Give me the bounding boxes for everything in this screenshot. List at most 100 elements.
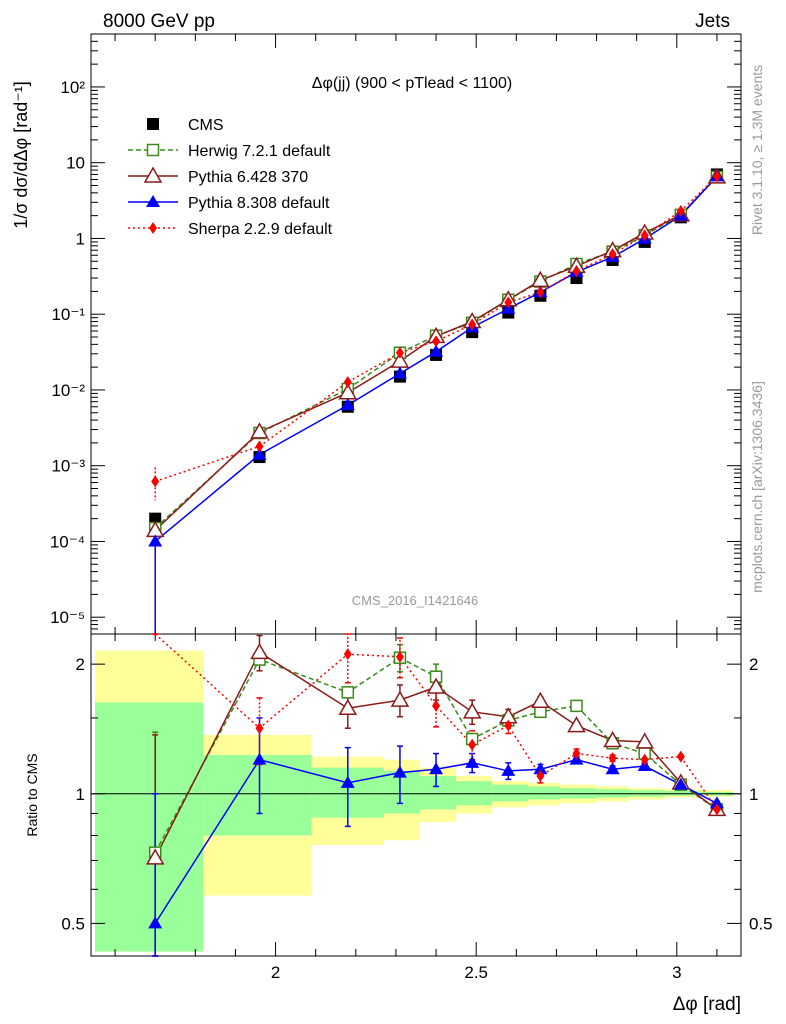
- series-markers: [145, 167, 727, 929]
- header-right-label: Jets: [695, 11, 730, 32]
- pythia6-ratio-point: [603, 730, 622, 748]
- band-inner-6: [492, 784, 529, 802]
- rivet-side-label: Rivet 3.1.10, ≥ 1.3M events: [749, 65, 765, 235]
- watermark: CMS_2016_I1421646: [352, 593, 479, 608]
- legend-entry-pythia6: Pythia 6.428 370: [128, 166, 308, 186]
- legend-entry-cms: CMS: [147, 117, 224, 134]
- chart-title: Δφ(jj) (900 < pTlead < 1100): [312, 75, 512, 92]
- pythia8-ratio-point: [340, 775, 355, 788]
- main-y-tick-label: 1: [76, 229, 85, 248]
- legend-entry-sherpa: Sherpa 2.2.9 default: [128, 221, 333, 238]
- sherpa-ratio-point: [504, 719, 513, 732]
- pythia8-ratio-point: [501, 763, 516, 776]
- pythia6-ratio-point: [567, 716, 586, 733]
- cms-point: [149, 512, 162, 525]
- sherpa-ratio-point: [608, 752, 617, 765]
- pythia8-ratio-point: [709, 796, 724, 809]
- sherpa-point: [504, 296, 513, 309]
- sherpa-ratio-point: [712, 803, 721, 816]
- main-y-tick-label: 10⁻¹: [51, 305, 85, 324]
- pythia8-point: [392, 366, 407, 379]
- main-y-tick-label: 10²: [60, 78, 85, 97]
- pythia8-ratio-point: [605, 762, 620, 775]
- main-y-tick-label: 10⁻⁴: [50, 532, 85, 551]
- sherpa-point: [255, 440, 264, 453]
- sherpa-point: [608, 248, 617, 261]
- pythia8-ratio-point: [533, 762, 548, 775]
- pythia8-ratio-point: [148, 916, 163, 929]
- axes-frames: [90, 33, 742, 957]
- band-inner-7: [528, 786, 561, 800]
- sherpa-point: [395, 346, 404, 359]
- pythia8-ratio-point: [392, 765, 407, 778]
- sherpa-point: [640, 229, 649, 242]
- sherpa-ratio-point: [468, 738, 477, 751]
- mcplots-side-label: mcplots.cern.ch [arXiv:1306.3436]: [749, 381, 765, 593]
- legend-label-pythia6: Pythia 6.428 370: [188, 169, 308, 186]
- band-inner-3: [383, 770, 421, 814]
- herwig-ratio-point: [341, 686, 355, 699]
- pythia8-point: [148, 534, 163, 547]
- sherpa-point: [432, 335, 441, 348]
- legend-entry-herwig: Herwig 7.2.1 default: [128, 143, 331, 160]
- sherpa-ratio-point: [255, 722, 264, 735]
- pythia8-ratio-point: [465, 755, 480, 768]
- legend-marker-sherpa: [149, 222, 157, 234]
- legend-label-pythia8: Pythia 8.308 default: [188, 195, 330, 212]
- pythia6-ratio-point: [145, 848, 165, 865]
- sherpa-ratio-point: [640, 753, 649, 766]
- legend-marker-herwig: [146, 143, 160, 157]
- sherpa-ratio-point: [432, 699, 441, 712]
- pythia8-point: [429, 344, 444, 357]
- x-tick-label: 2: [271, 963, 280, 982]
- sherpa-ratio-point: [343, 648, 352, 661]
- sherpa-point: [468, 318, 477, 331]
- main-y-tick-label: 10⁻⁵: [50, 608, 85, 627]
- axis-ticks: 10⁻⁵ 10⁻⁴ 10⁻³ 10⁻² 10⁻¹ 1 10 10² 2 2.5 3 0.5 0.5 1 1 2…: [50, 33, 773, 982]
- pythia8-point: [252, 447, 267, 460]
- band-inner-4: [420, 775, 457, 810]
- pythia6-ratio-point: [426, 677, 446, 694]
- legend-label-cms: CMS: [188, 117, 224, 134]
- pythia6-ratio-point: [390, 690, 410, 707]
- ratio-y-tick-label-right: 1: [749, 785, 758, 804]
- legend: CMS Herwig 7.2.1 default Pythia 6.428 370 P…: [128, 117, 333, 238]
- main-y-tick-label: 10: [66, 154, 85, 173]
- main-y-tick-label: 10⁻²: [51, 381, 85, 400]
- pythia6-ratio-point: [462, 702, 482, 719]
- legend-label-sherpa: Sherpa 2.2.9 default: [188, 221, 333, 238]
- sherpa-ratio-point: [395, 650, 404, 663]
- legend-marker-cms: [147, 118, 159, 130]
- ratio-panel-frame: [90, 633, 742, 957]
- ratio-y-axis-label: Ratio to CMS: [24, 753, 40, 836]
- legend-label-herwig: Herwig 7.2.1 default: [188, 143, 331, 160]
- sherpa-point: [343, 376, 352, 389]
- sherpa-point: [712, 170, 721, 183]
- sherpa-ratio-point: [676, 750, 685, 763]
- herwig-ratio-point: [570, 699, 583, 713]
- pythia8-ratio-point: [429, 762, 444, 775]
- pythia6-ratio-point: [338, 698, 358, 715]
- pythia8-ratio-point: [252, 752, 267, 765]
- ratio-y-tick-label-left: 2: [76, 655, 85, 674]
- ratio-y-tick-label-left: 1: [76, 785, 85, 804]
- pythia6-ratio-point: [635, 732, 654, 749]
- pythia6-ratio-point: [250, 642, 269, 660]
- sherpa-ratio-point: [536, 769, 545, 782]
- main-y-axis-label: 1/σ dσ/dΔφ [rad⁻¹]: [11, 81, 31, 228]
- legend-marker-pythia8: [146, 195, 160, 207]
- legend-entry-pythia8: Pythia 8.308 default: [128, 195, 330, 212]
- x-axis-label: Δφ [rad]: [673, 994, 741, 1015]
- sherpa-ratio-point: [572, 747, 581, 760]
- pythia6-point: [250, 422, 269, 439]
- sherpa-point: [572, 265, 581, 278]
- ratio-y-tick-label-right: 2: [749, 655, 758, 674]
- pythia8-ratio-point: [673, 777, 688, 790]
- main-y-tick-label: 10⁻³: [51, 457, 85, 476]
- x-tick-label: 2.5: [464, 963, 488, 982]
- header-left-label: 8000 GeV pp: [103, 11, 215, 32]
- ratio-y-tick-label-left: 0.5: [61, 914, 85, 933]
- band-inner-0: [95, 702, 204, 952]
- ratio-y-tick-label-right: 0.5: [749, 914, 773, 933]
